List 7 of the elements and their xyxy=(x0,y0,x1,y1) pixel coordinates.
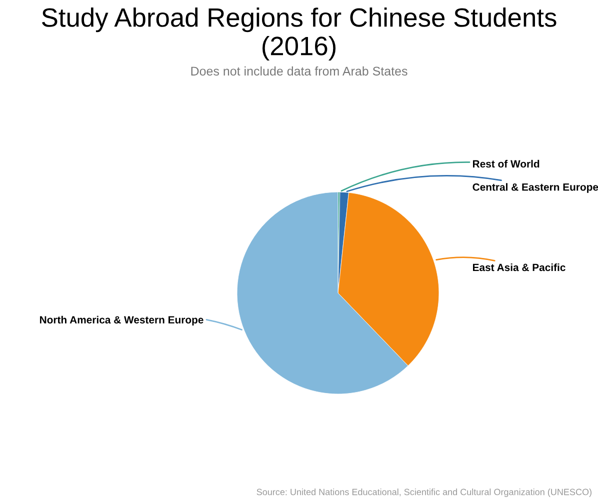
source-note: Source: United Nations Educational, Scientific and Cultural Organization (UNESCO) xyxy=(256,488,592,497)
slice-label: North America & Western Europe xyxy=(40,316,204,326)
chart-subtitle: Does not include data from Arab States xyxy=(191,66,408,76)
slice-label: Rest of World xyxy=(473,160,540,168)
slice-label: East Asia & Pacific xyxy=(473,263,566,272)
chart-title: Study Abroad Regions for Chinese Students (2016) xyxy=(42,8,556,61)
slice-label: Central & Eastern Europe xyxy=(472,183,598,193)
